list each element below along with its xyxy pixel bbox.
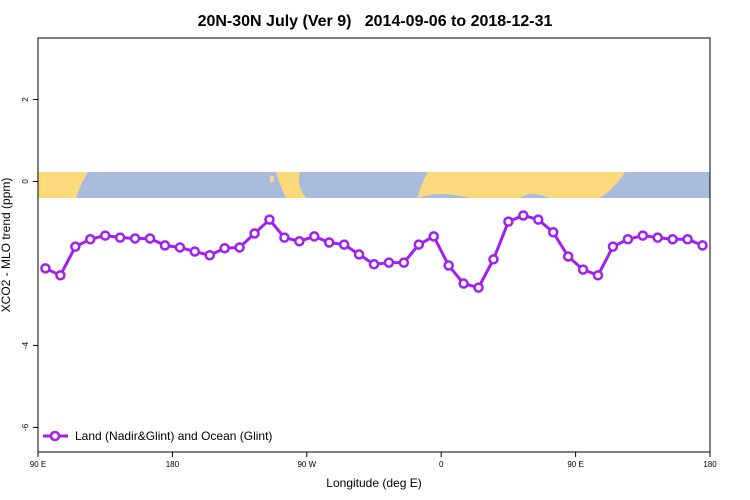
data-point	[547, 227, 559, 238]
y-tick-label: -4	[21, 341, 30, 349]
data-point	[488, 254, 499, 265]
data-point	[428, 231, 439, 242]
plot-frame	[37, 37, 711, 453]
data-point	[622, 234, 634, 245]
x-tick-label: 180	[166, 460, 180, 469]
x-tick-label: 90 E	[567, 460, 583, 469]
data-point	[204, 249, 215, 261]
y-tick-label: 0	[21, 179, 30, 184]
legend-marker	[49, 430, 61, 442]
data-point	[652, 232, 663, 243]
chart-title: 20N-30N July (Ver 9) 2014-09-06 to 2018-…	[198, 13, 553, 30]
data-point	[592, 270, 604, 281]
data-point	[518, 210, 529, 221]
data-point	[562, 251, 574, 262]
data-point	[503, 216, 514, 227]
data-point	[294, 236, 305, 247]
data-point	[114, 232, 126, 243]
data-point	[443, 260, 454, 271]
data-point	[249, 228, 260, 239]
data-point	[577, 264, 589, 275]
data-point	[55, 270, 66, 281]
data-point	[697, 240, 708, 251]
data-point	[144, 233, 156, 244]
data-point	[279, 232, 290, 243]
series-line	[44, 213, 704, 290]
data-point	[264, 214, 275, 225]
legend-label: Land (Nadir&Glint) and Ocean (Glint)	[75, 429, 272, 443]
data-point	[637, 230, 649, 241]
data-point	[99, 230, 111, 241]
data-point	[368, 259, 380, 270]
y-axis-label: XCO2 - MLO trend (ppm)	[0, 178, 13, 313]
x-tick-label: 180	[703, 460, 717, 469]
map-strip	[38, 172, 710, 198]
x-axis-label: Longitude (deg E)	[326, 476, 421, 490]
data-point	[70, 241, 81, 252]
y-tick-label: 2	[21, 97, 30, 102]
data-point	[607, 241, 619, 252]
x-tick-label: 0	[439, 460, 444, 469]
data-point	[174, 242, 186, 253]
data-point	[338, 239, 350, 250]
data-point	[309, 231, 320, 242]
data-point	[667, 234, 678, 245]
data-point	[682, 234, 693, 245]
data-point	[189, 246, 201, 257]
data-point	[40, 263, 51, 274]
data-point	[234, 242, 245, 253]
data-point	[323, 237, 335, 248]
data-point	[413, 239, 425, 250]
data-point	[159, 240, 171, 251]
data-point	[533, 214, 544, 225]
data-point	[473, 282, 484, 293]
data-point	[129, 233, 141, 244]
data-point	[458, 278, 469, 289]
y-tick-label: -6	[21, 423, 30, 431]
data-point	[398, 257, 410, 268]
x-tick-label: 90 W	[297, 460, 316, 469]
data-point	[85, 234, 96, 245]
data-point	[353, 249, 365, 260]
data-point	[219, 243, 230, 254]
x-tick-label: 90 E	[30, 460, 46, 469]
data-point	[383, 257, 395, 268]
